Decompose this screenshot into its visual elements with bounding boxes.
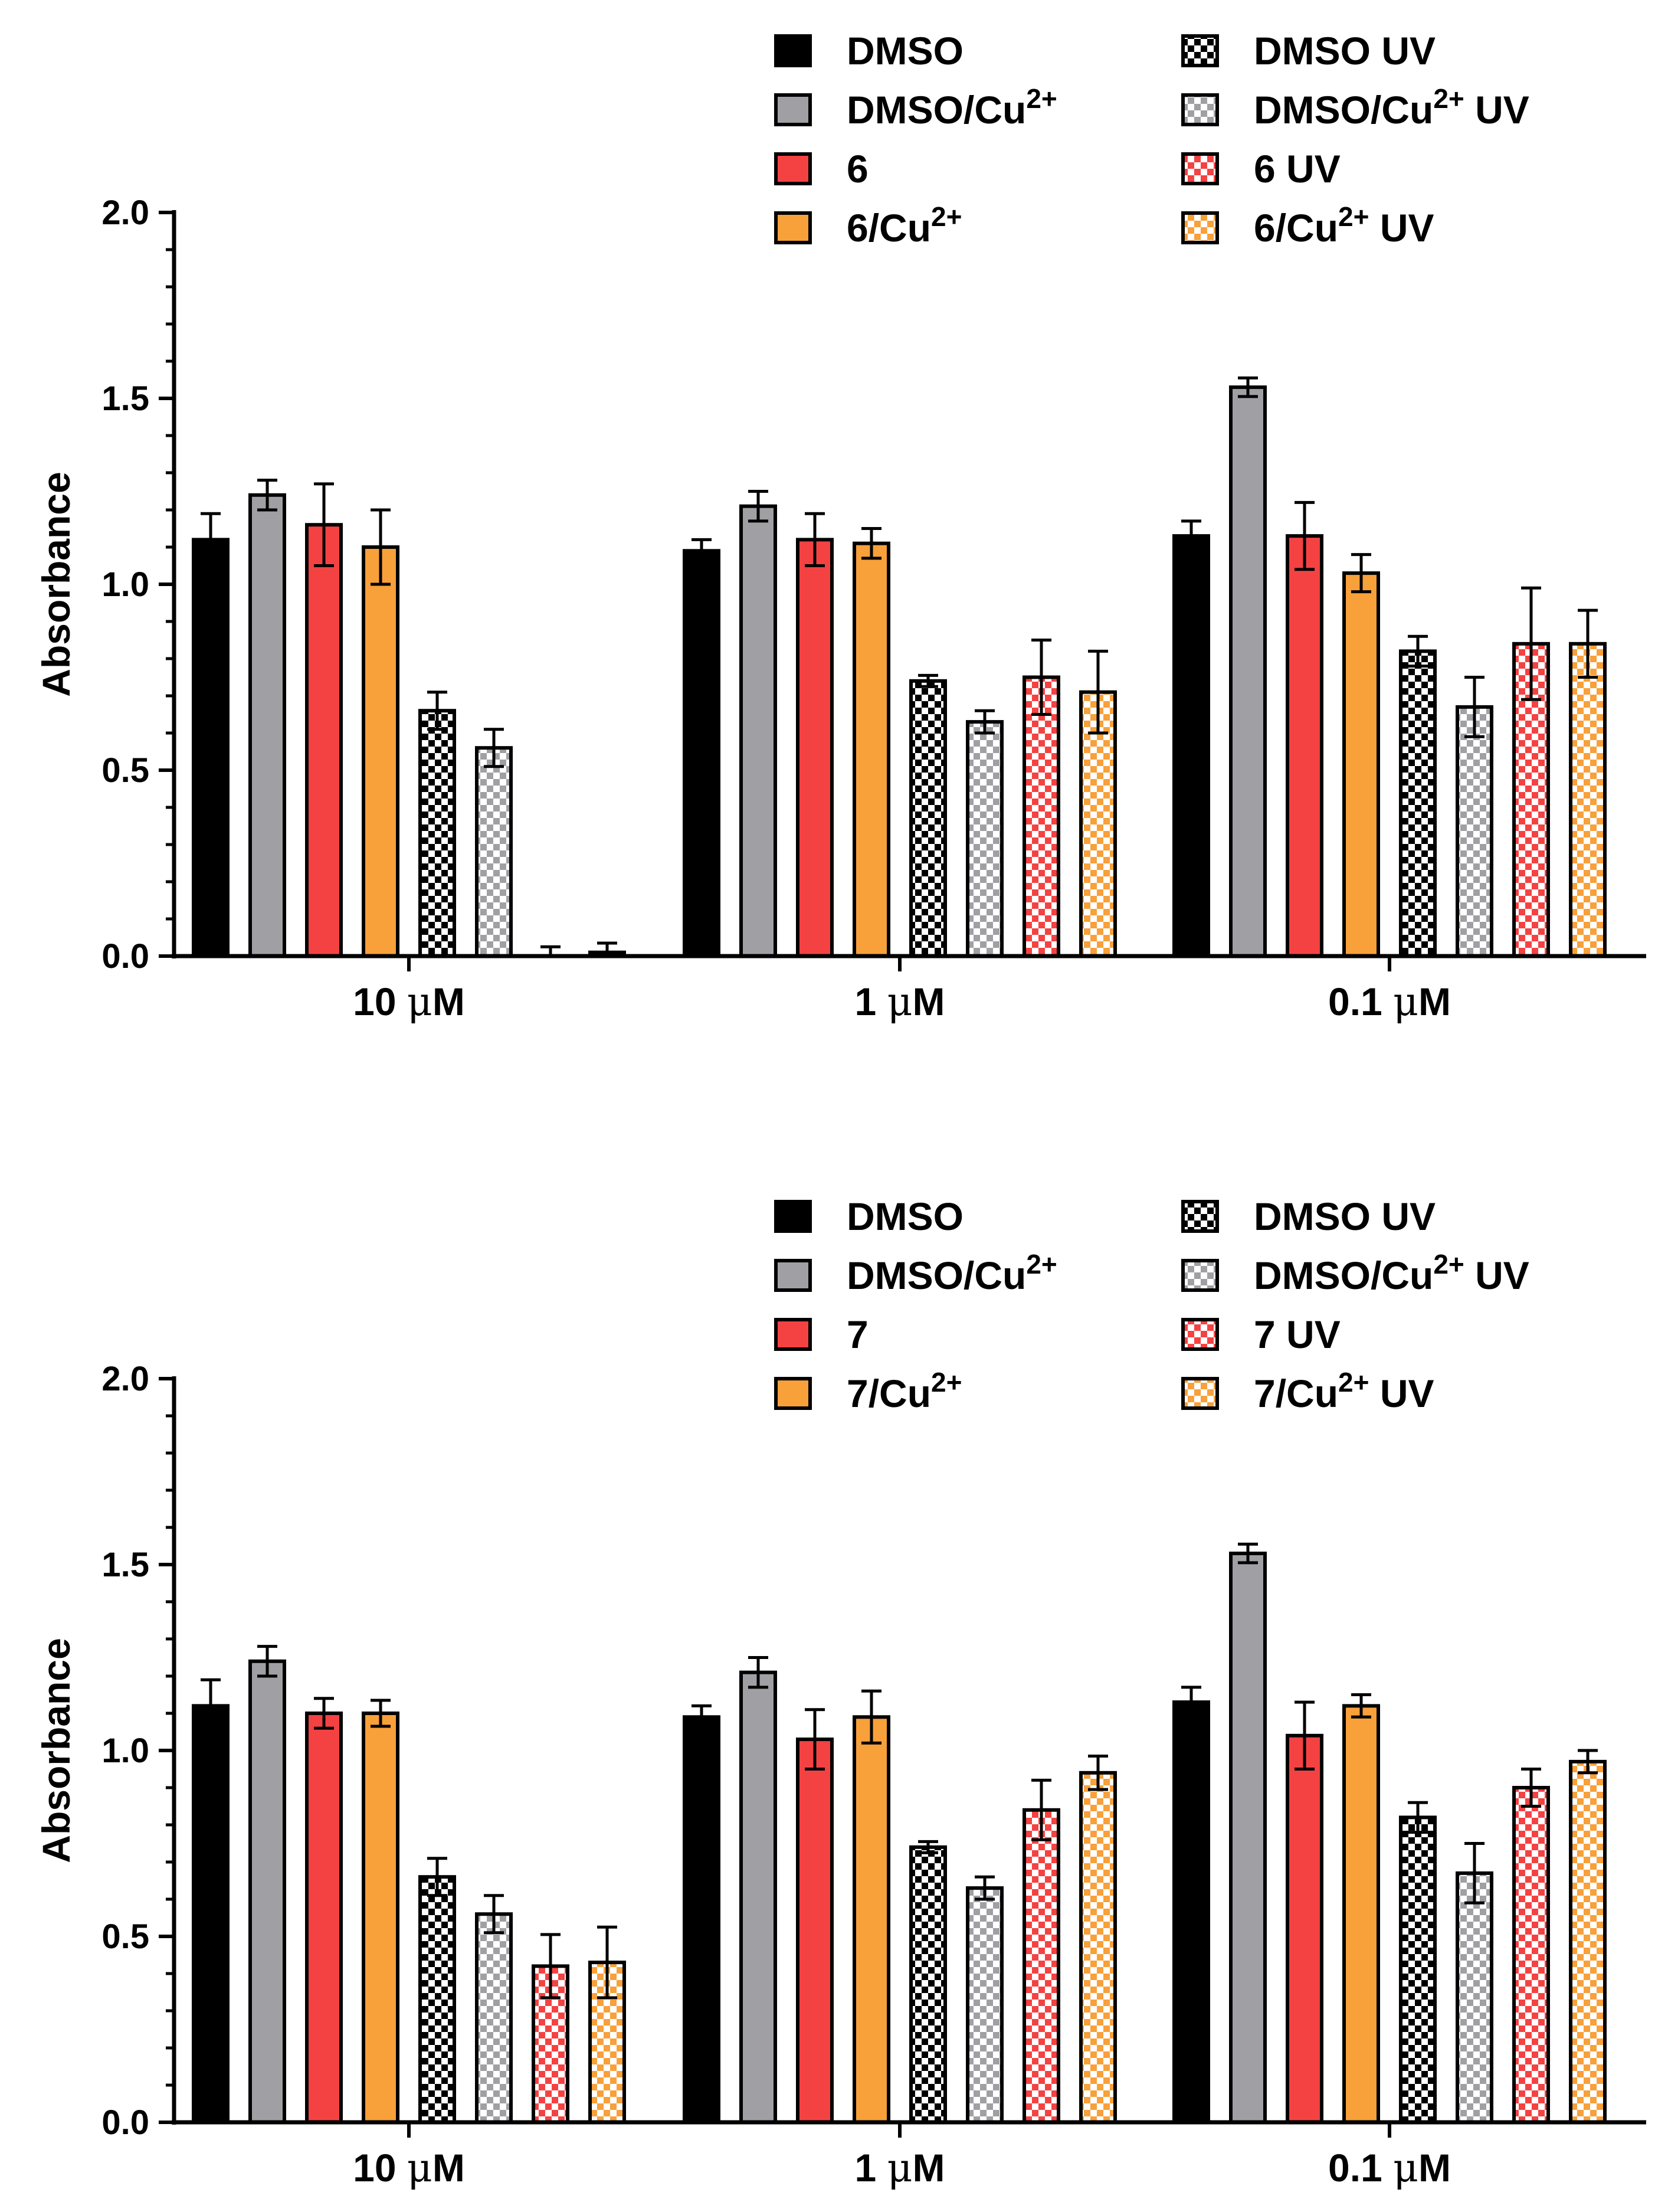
x-category-label: 1 μM [855, 979, 945, 1025]
bar-7-2 [1286, 1733, 1323, 2125]
chart-bottom: 0.0 0.5 1.0 1.5 2.0 10 μM 1 μM 0.1 μM Absorbance… [34, 1195, 1646, 2191]
y-axis-title: Absorbance [34, 472, 78, 696]
bar-dmso-cu2-uv-0 [475, 746, 513, 958]
bar-6-cu2-uv-1 [1079, 690, 1117, 958]
bar-6-cu2--1 [853, 541, 890, 958]
y-tick-label: 0.5 [101, 751, 149, 790]
bar-6-cu2--0 [362, 545, 399, 958]
y-axis-title: Absorbance [34, 1638, 78, 1863]
legend-swatch [1181, 93, 1219, 126]
bar-dmso-cu2-uv-0 [475, 1912, 513, 2124]
bar-dmso-uv-0 [418, 709, 456, 958]
legend-label: 6/Cu2+ [847, 201, 962, 250]
legend-swatch [1181, 1200, 1219, 1233]
y-tick-label: 0.0 [101, 2103, 149, 2142]
bar-dmso-2 [1172, 534, 1210, 958]
legend-label: 7 UV [1254, 1313, 1341, 1356]
bar-dmso-cu2--0 [248, 493, 286, 958]
legend-label: DMSO UV [1254, 1195, 1436, 1238]
bar-7-cu2--1 [853, 1715, 890, 2125]
legend-swatch [774, 1259, 812, 1292]
bar-dmso-uv-0 [418, 1875, 456, 2124]
legend-swatch [1181, 1318, 1219, 1351]
legend-label: DMSO/Cu2+ [847, 83, 1057, 132]
legend-swatch [774, 152, 812, 185]
legend-swatch [774, 93, 812, 126]
y-tick-label: 0.0 [101, 937, 149, 976]
chart-top: 0.0 0.5 1.0 1.5 2.0 10 μM 1 μM 0.1 μM Absorbance… [34, 29, 1646, 1025]
bar-6-cu2-uv-2 [1569, 642, 1607, 958]
legend-label: DMSO [847, 29, 964, 73]
legend-swatch [774, 211, 812, 244]
bar-6-2 [1286, 534, 1323, 958]
legend-swatch [774, 1200, 812, 1233]
legend-label: DMSO/Cu2+ [847, 1249, 1057, 1297]
legend-swatch [1181, 152, 1219, 185]
bar-dmso-cu2-uv-1 [966, 1886, 1004, 2125]
legend-swatch [774, 34, 812, 67]
y-tick-label: 1.0 [101, 565, 149, 604]
y-tick-label: 2.0 [101, 1360, 149, 1398]
legend-label: 6/Cu2+ UV [1254, 201, 1434, 250]
y-tick-label: 1.0 [101, 1732, 149, 1770]
legend-label: 6 [847, 147, 869, 191]
bar-7-uv-1 [1023, 1808, 1060, 2125]
bar-dmso-1 [683, 549, 720, 958]
legend-swatch [1181, 34, 1219, 67]
legend-swatch [1181, 1377, 1219, 1410]
bar-7-cu2-uv-1 [1079, 1771, 1117, 2125]
y-tick-label: 0.5 [101, 1917, 149, 1956]
legend-swatch [774, 1377, 812, 1410]
y-tick-label: 1.5 [101, 1546, 149, 1584]
bar-dmso-cu2-uv-2 [1456, 705, 1493, 958]
x-category-label: 10 μM [353, 979, 465, 1025]
bar-dmso-uv-1 [909, 679, 947, 958]
bar-6-0 [305, 523, 343, 958]
bar-7-cu2--2 [1342, 1704, 1380, 2124]
bar-6-uv-1 [1023, 675, 1060, 958]
bar-dmso-1 [683, 1715, 720, 2125]
y-tick-label: 1.5 [101, 379, 149, 418]
legend-label: DMSO/Cu2+ UV [1254, 1249, 1529, 1297]
legend-label: DMSO/Cu2+ UV [1254, 83, 1529, 132]
bar-6-cu2--2 [1342, 571, 1380, 958]
legend-label: 7 [847, 1313, 869, 1356]
bar-7-0 [305, 1712, 343, 2124]
bar-dmso-uv-2 [1399, 1815, 1437, 2124]
x-category-label: 0.1 μM [1328, 979, 1451, 1025]
legend-swatch [1181, 211, 1219, 244]
bar-6-1 [796, 538, 834, 958]
bar-dmso-0 [192, 1704, 230, 2124]
legend-label: 7/Cu2+ UV [1254, 1367, 1434, 1415]
bar-7-1 [796, 1737, 834, 2125]
legend-swatch [1181, 1259, 1219, 1292]
legend-label: 6 UV [1254, 147, 1341, 191]
bar-dmso-2 [1172, 1700, 1210, 2125]
bar-dmso-cu2--0 [248, 1659, 286, 2125]
bar-7-uv-2 [1512, 1786, 1550, 2124]
y-tick-label: 2.0 [101, 194, 149, 232]
bar-dmso-cu2--2 [1229, 385, 1267, 958]
bar-dmso-cu2-uv-1 [966, 720, 1004, 958]
x-category-label: 10 μM [353, 2145, 465, 2191]
bar-dmso-0 [192, 538, 230, 958]
bar-dmso-uv-1 [909, 1845, 947, 2125]
bar-7-cu2-uv-2 [1569, 1759, 1607, 2124]
x-category-label: 0.1 μM [1328, 2145, 1451, 2191]
legend-label: DMSO [847, 1195, 964, 1238]
legend-label: DMSO UV [1254, 29, 1436, 73]
legend-label: 7/Cu2+ [847, 1367, 962, 1415]
bar-dmso-cu2--2 [1229, 1552, 1267, 2125]
bar-7-cu2--0 [362, 1712, 399, 2124]
legend-swatch [774, 1318, 812, 1351]
bar-dmso-uv-2 [1399, 649, 1437, 958]
x-category-label: 1 μM [855, 2145, 945, 2191]
bar-dmso-cu2--1 [739, 1670, 777, 2124]
bar-dmso-cu2--1 [739, 504, 777, 958]
bar-dmso-cu2-uv-2 [1456, 1871, 1493, 2124]
